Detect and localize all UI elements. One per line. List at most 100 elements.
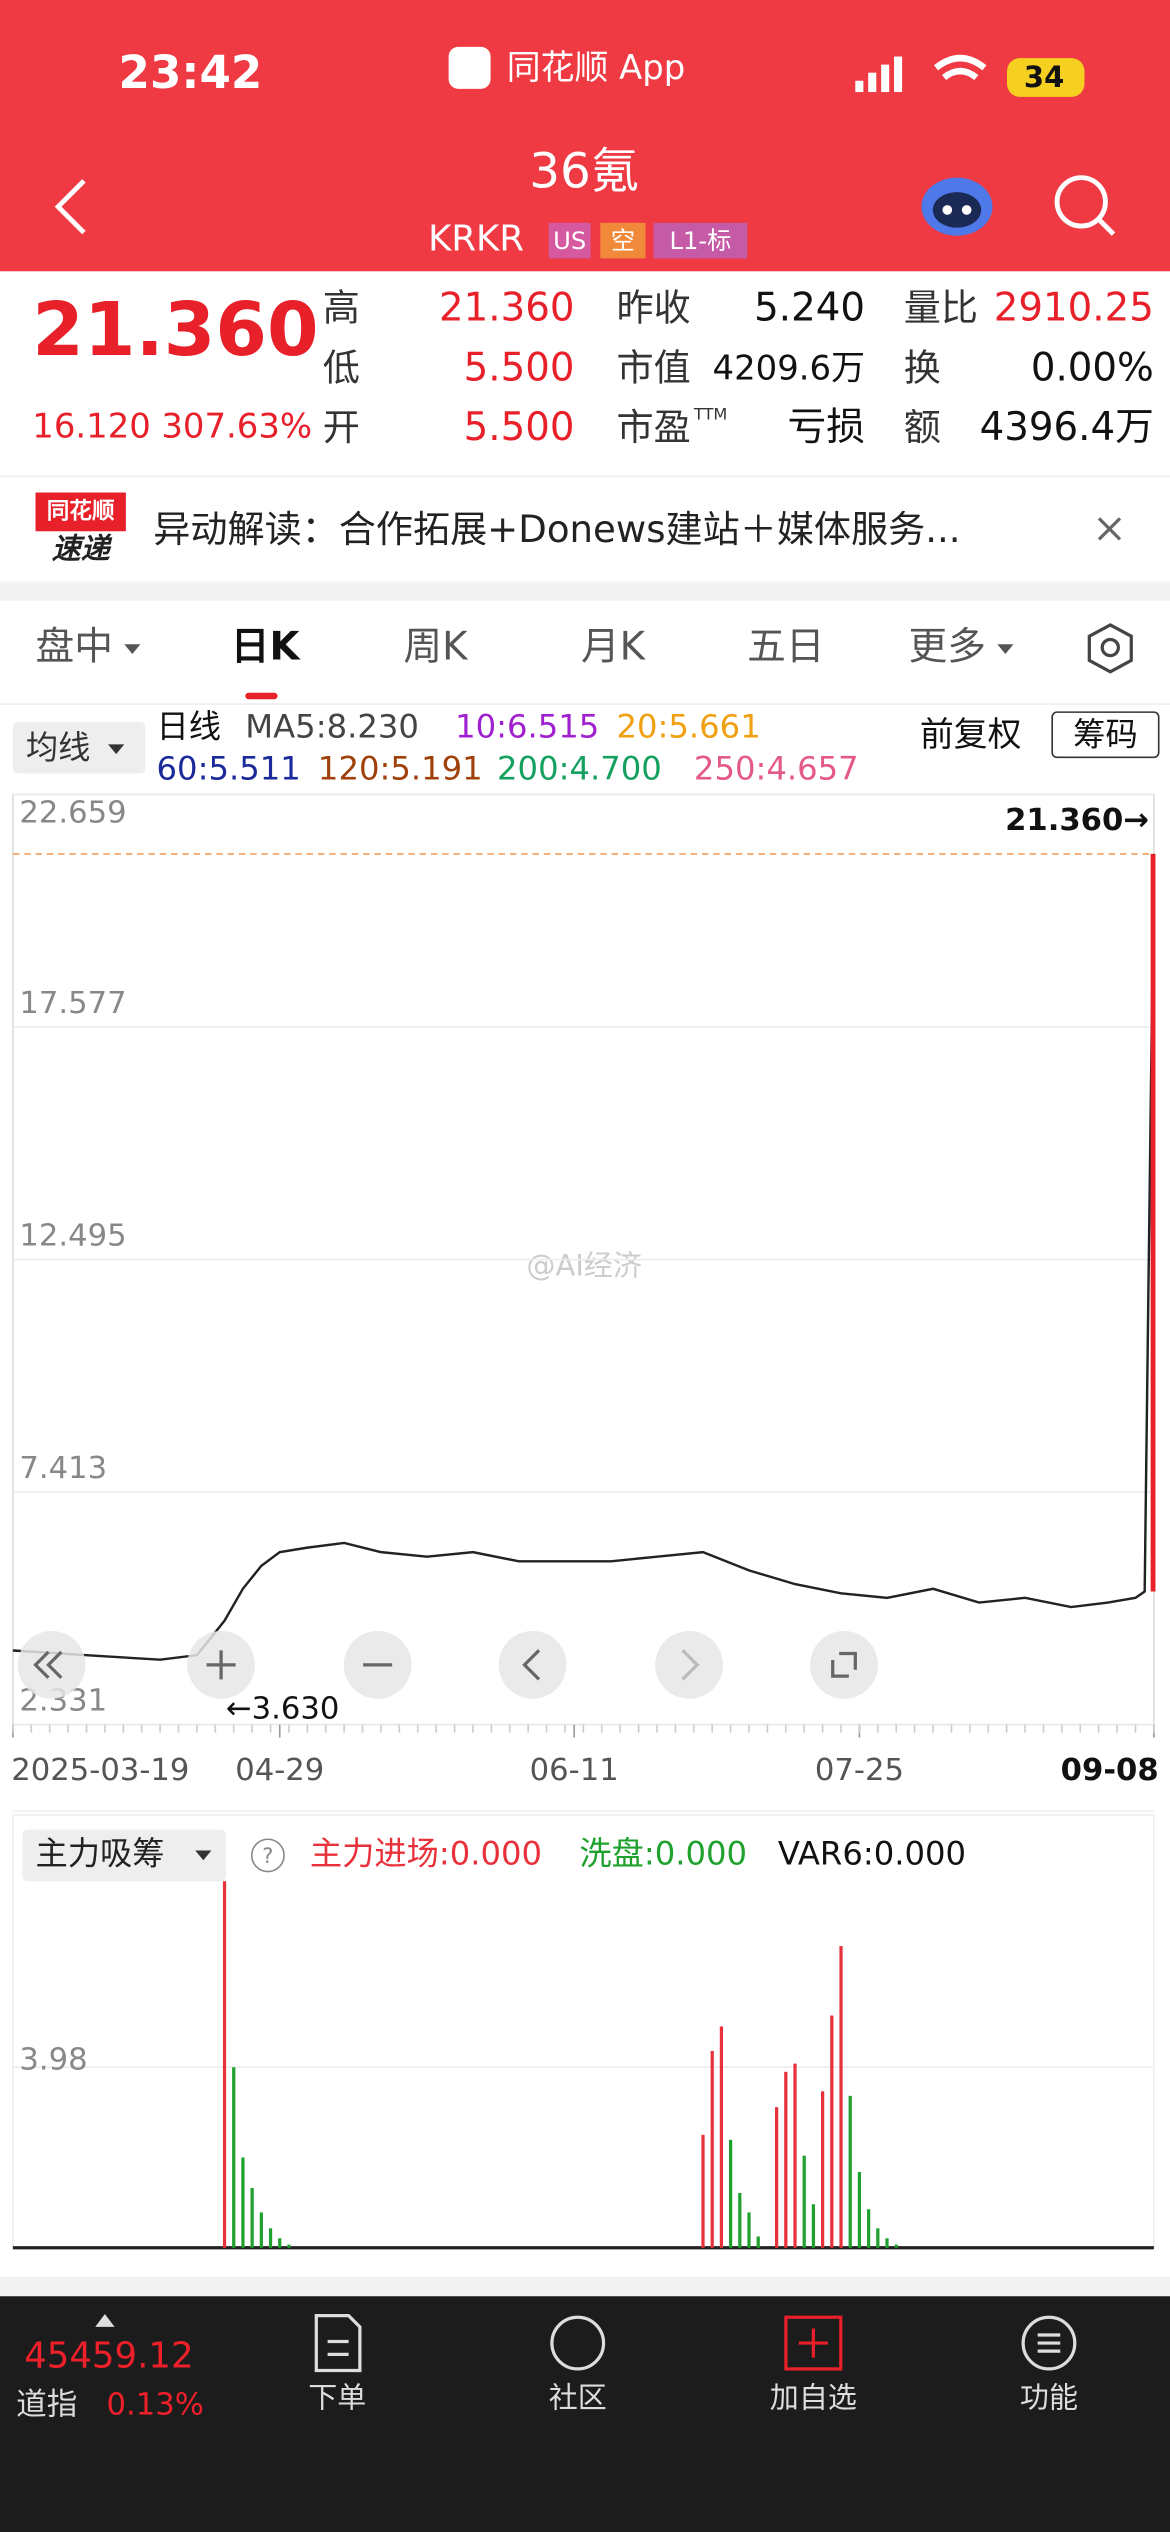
fullscreen[interactable] [810,1630,878,1699]
tag-bg [600,222,646,259]
ma-selector[interactable]: 均线 [26,728,91,766]
y-tick-label: 3.98 [19,2042,87,2077]
nav-icon[interactable] [314,2314,362,2373]
dropdown-arrow [997,644,1014,654]
x-tick-label: 09-08 [1061,1753,1159,1788]
y-tick-label: 12.495 [19,1218,126,1253]
bar [241,2157,245,2248]
tab[interactable]: 日K [231,625,302,670]
dropdown-arrow [108,744,125,755]
adjust[interactable]: 前复权 [920,715,1022,754]
pan-left[interactable] [498,1630,567,1699]
price: 21.360 [32,286,318,373]
tab[interactable]: 五日 [747,625,824,670]
news-badge [35,492,126,532]
bar [774,2107,779,2248]
ma-item: 20:5.661 [616,707,760,745]
tab[interactable]: 月K [581,625,647,670]
field-label: 量比 [904,287,978,330]
battery-level: 34 [1024,60,1064,94]
zoom-glyphs [33,1649,857,1681]
help-mark: ? [262,1844,273,1868]
x-tick-label: 07-25 [815,1753,904,1788]
bar [278,2238,282,2248]
bar [876,2228,880,2248]
bar [811,2204,816,2248]
field-value: 21.360 [439,286,575,331]
field-value: 0.00% [1031,345,1154,390]
index-value[interactable]: 45459.12 [24,2336,193,2377]
ma-selector-bg[interactable] [12,721,146,774]
y-tick-label: 7.413 [19,1451,107,1486]
indicator-legend: 洗盘:0.000 [579,1834,747,1872]
chips-button[interactable] [1051,711,1160,759]
bar [830,2015,834,2248]
status-app[interactable]: 同花顺 App [507,48,686,87]
zoom-out-all[interactable] [17,1630,86,1699]
help-icon[interactable] [250,1838,285,1873]
news-close[interactable] [1097,517,1122,541]
last-candle [1150,853,1156,1592]
tab[interactable]: 更多 [909,625,986,670]
bar [848,2095,852,2248]
x-tick-label: 04-29 [235,1753,324,1788]
index-arrow [95,2314,115,2327]
bar [222,1881,227,2248]
separator [0,2276,1170,2297]
back-button[interactable] [54,179,86,235]
tag: 空 [611,227,635,255]
field-value: 4396.4万 [980,405,1154,450]
field-label: 市盈 [616,406,690,449]
nav-label[interactable]: 社区 [549,2381,607,2415]
nav-icon [1037,2333,1061,2353]
nav-icon[interactable] [1021,2315,1077,2371]
ma-item: 10:6.515 [455,707,599,745]
bar [268,2228,273,2248]
bar [802,2155,806,2248]
indicator-legend: 主力进场:0.000 [310,1834,542,1872]
bar [821,2091,825,2248]
tab[interactable]: 周K [403,625,469,670]
x-tick-label: 2025-03-19 [11,1753,189,1788]
field-value: 5.240 [754,286,865,331]
ma-item: 250:4.657 [694,749,859,787]
chips[interactable]: 筹码 [1073,715,1138,753]
nav-icon [798,2328,828,2358]
indicator-title[interactable]: 主力吸筹 [36,1834,165,1872]
y-tick-label: 22.659 [19,795,126,830]
annotation: 21.360→ [1005,803,1149,838]
settings-icon[interactable] [1087,623,1133,674]
bar [738,2192,742,2248]
separator [0,581,1170,601]
field-label: 昨收 [616,287,690,330]
bar [719,2026,724,2248]
robot-icon[interactable] [921,177,993,236]
bar [232,2067,236,2248]
field-label: 高 [323,287,360,330]
nav-label[interactable]: 下单 [308,2381,366,2415]
pan-right[interactable] [655,1630,723,1699]
tag-bg [653,222,748,259]
news-badge-bottom: 速递 [52,532,113,566]
tabs: 盘中 日K 周K 月K 五日 更多 [36,625,1014,700]
bar [287,2244,291,2248]
divider [12,1810,1154,1812]
tab[interactable]: 盘中 [36,625,113,670]
nav-icon[interactable] [784,2315,843,2371]
nav-icon[interactable] [550,2315,606,2371]
indicator-selector-bg[interactable] [22,1829,226,1882]
wifi-icon [933,54,987,81]
nav-label[interactable]: 加自选 [770,2381,857,2415]
change: 16.120 [32,406,151,445]
battery [1007,58,1085,97]
ma-item: 60:5.511 [157,749,301,787]
field-label: 低 [323,346,360,389]
bottom-bar [0,2296,1170,2532]
nav-label[interactable]: 功能 [1020,2381,1078,2415]
news-text[interactable]: 异动解读：合作拓展+Donews建站＋媒体服务... [153,508,960,551]
dropdown-arrow [195,1850,212,1861]
field-value: 亏损 [788,405,865,450]
search-icon[interactable] [1054,175,1116,236]
